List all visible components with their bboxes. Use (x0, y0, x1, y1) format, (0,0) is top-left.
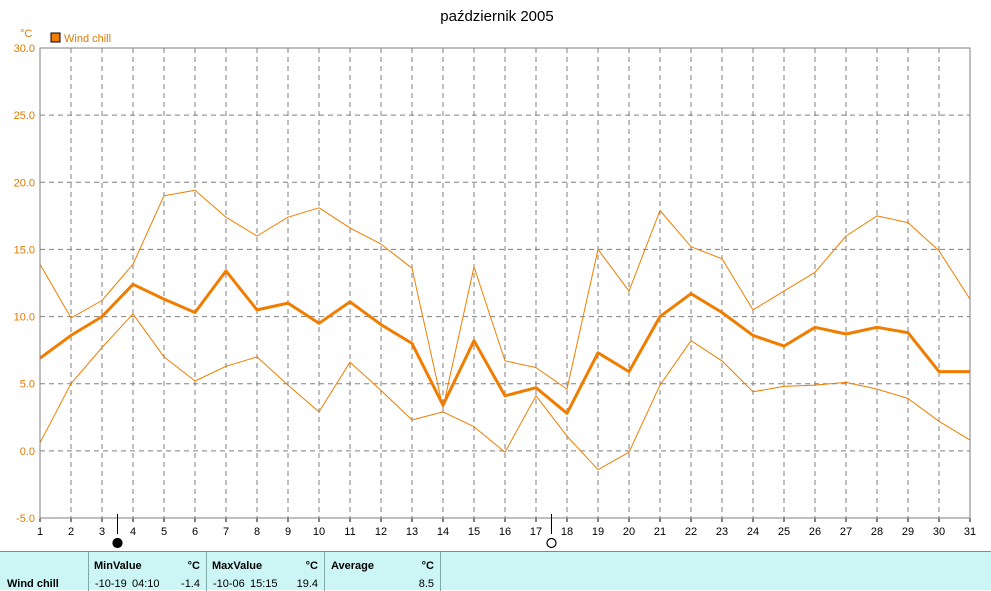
y-tick-label: 0.0 (20, 446, 35, 458)
x-tick-label: 9 (285, 526, 291, 538)
x-tick-label: 3 (99, 526, 105, 538)
chart-title: październik 2005 (440, 8, 553, 25)
series-line-max (39, 189, 971, 409)
x-tick-label: 11 (344, 526, 355, 538)
x-tick-label: 15 (468, 526, 480, 538)
max-unit: °C (305, 560, 318, 572)
grid (40, 48, 970, 518)
x-axis-ticks: 1 2 3 4 5 6 7 8 9 10 11 12 13 14 15 16 17 18 19 20 21 22 23 24 2… (37, 518, 976, 538)
x-tick-label: 29 (902, 526, 914, 538)
x-tick-label: 2 (68, 526, 74, 538)
series-lines (39, 189, 971, 471)
x-tick-label: 18 (561, 526, 573, 538)
x-tick-label: 6 (192, 526, 198, 538)
x-tick-label: 1 (37, 526, 43, 538)
legend-label: Wind chill (64, 33, 111, 45)
x-tick-label: 5 (161, 526, 167, 538)
x-tick-label: 30 (933, 526, 945, 538)
y-axis-ticks: -5.0 0.0 5.0 10.0 15.0 20.0 25.0 30.0 (14, 43, 35, 525)
max-value: 19.4 (296, 578, 318, 590)
series-line-average (39, 269, 970, 415)
y-tick-label: 30.0 (14, 43, 35, 55)
x-tick-label: 21 (654, 526, 666, 538)
stats-avg-cell: Average °C 8.5 (324, 552, 441, 591)
x-tick-label: 7 (223, 526, 229, 538)
x-tick-label: 16 (499, 526, 511, 538)
stats-min-cell: MinValue °C -10-19 04:10 -1.4 (88, 552, 206, 591)
x-tick-label: 24 (747, 526, 759, 538)
min-header: MinValue (94, 560, 142, 572)
avg-header: Average (331, 560, 375, 572)
x-tick-label: 19 (592, 526, 604, 538)
x-tick-label: 14 (437, 526, 449, 538)
min-time: 04:10 (132, 578, 160, 590)
stats-row-label: Wind chill (7, 578, 59, 590)
min-unit: °C (187, 560, 200, 572)
x-tick-label: 17 (530, 526, 542, 538)
chart: październik 2005 °C Wind chill -5.0 0.0 5.… (14, 8, 976, 549)
x-tick-label: 25 (778, 526, 790, 538)
min-value: -1.4 (181, 578, 200, 590)
x-tick-label: 8 (254, 526, 260, 538)
y-tick-label: 10.0 (14, 312, 35, 324)
max-date: -10-06 (213, 578, 245, 590)
y-tick-label: -5.0 (16, 513, 35, 525)
plot-frame (39, 47, 971, 519)
x-tick-label: 27 (840, 526, 852, 538)
y-tick-label: 25.0 (14, 110, 35, 122)
stats-max-cell: MaxValue °C -10-06 15:15 19.4 (206, 552, 324, 591)
max-marker-icon (546, 537, 557, 549)
x-tick-label: 28 (871, 526, 883, 538)
x-tick-label: 4 (130, 526, 136, 538)
y-tick-label: 20.0 (14, 177, 35, 189)
x-tick-label: 23 (716, 526, 728, 538)
y-tick-label: 5.0 (20, 379, 35, 391)
y-tick-label: 15.0 (14, 244, 35, 256)
legend-swatch (50, 32, 61, 43)
stats-panel: Wind chill MinValue °C -10-19 04:10 -1.4… (0, 551, 991, 591)
x-tick-label: 26 (809, 526, 821, 538)
avg-value: 8.5 (418, 578, 434, 590)
min-date: -10-19 (95, 578, 127, 590)
max-time: 15:15 (250, 578, 278, 590)
series-line-min (39, 313, 971, 471)
markers (112, 514, 557, 549)
min-marker-icon (112, 537, 123, 549)
x-tick-label: 13 (406, 526, 418, 538)
x-tick-label: 22 (685, 526, 697, 538)
x-tick-label: 10 (313, 526, 325, 538)
max-header: MaxValue (212, 560, 263, 572)
y-unit-label: °C (20, 28, 32, 40)
x-tick-label: 20 (623, 526, 635, 538)
avg-unit: °C (421, 560, 434, 572)
x-tick-label: 31 (964, 526, 976, 538)
x-tick-label: 12 (375, 526, 387, 538)
